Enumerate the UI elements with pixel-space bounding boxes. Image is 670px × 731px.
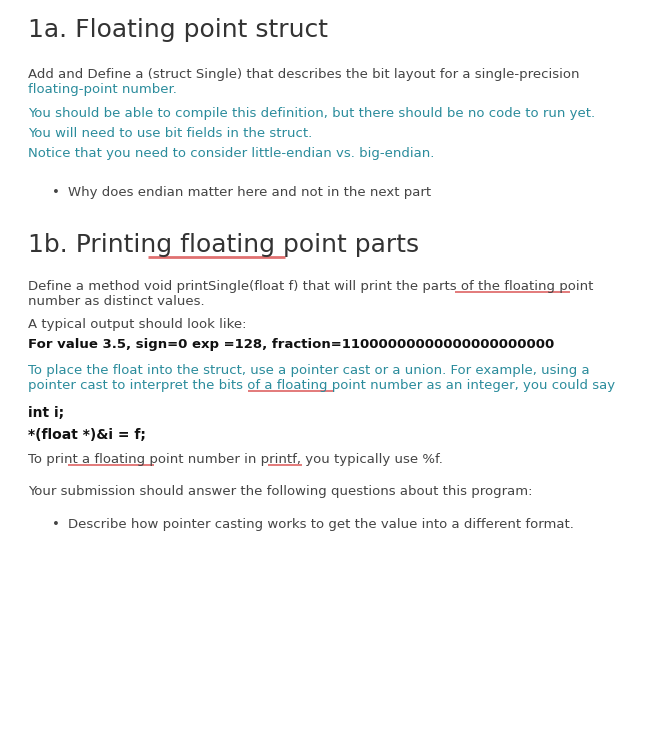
Text: pointer cast to interpret the bits of a floating point number as an integer, you: pointer cast to interpret the bits of a …	[28, 379, 615, 392]
Text: *(float *)&i = f;: *(float *)&i = f;	[28, 428, 146, 442]
Text: •: •	[52, 518, 60, 531]
Text: Add and Define a (struct Single) that describes the bit layout for a single-prec: Add and Define a (struct Single) that de…	[28, 68, 580, 81]
Text: •: •	[52, 186, 60, 199]
Text: Notice that you need to consider little-endian vs. big-endian.: Notice that you need to consider little-…	[28, 147, 434, 160]
Text: int i;: int i;	[28, 406, 64, 420]
Text: Define a method void printSingle(float f) that will print the parts of the float: Define a method void printSingle(float f…	[28, 280, 594, 293]
Text: floating-point number.: floating-point number.	[28, 83, 177, 96]
Text: You will need to use bit fields in the struct.: You will need to use bit fields in the s…	[28, 127, 312, 140]
Text: Describe how pointer casting works to get the value into a different format.: Describe how pointer casting works to ge…	[68, 518, 574, 531]
Text: You should be able to compile this definition, but there should be no code to ru: You should be able to compile this defin…	[28, 107, 595, 120]
Text: To print a floating point number in printf, you typically use %f.: To print a floating point number in prin…	[28, 453, 443, 466]
Text: Why does endian matter here and not in the next part: Why does endian matter here and not in t…	[68, 186, 431, 199]
Text: To place the float into the struct, use a pointer cast or a union. For example, : To place the float into the struct, use …	[28, 364, 590, 377]
Text: A typical output should look like:: A typical output should look like:	[28, 318, 247, 331]
Text: 1b. Printing floating point parts: 1b. Printing floating point parts	[28, 233, 419, 257]
Text: 1a. Floating point struct: 1a. Floating point struct	[28, 18, 328, 42]
Text: number as distinct values.: number as distinct values.	[28, 295, 204, 308]
Text: Your submission should answer the following questions about this program:: Your submission should answer the follow…	[28, 485, 533, 498]
Text: For value 3.5, sign=0 exp =128, fraction=11000000000000000000000: For value 3.5, sign=0 exp =128, fraction…	[28, 338, 554, 351]
